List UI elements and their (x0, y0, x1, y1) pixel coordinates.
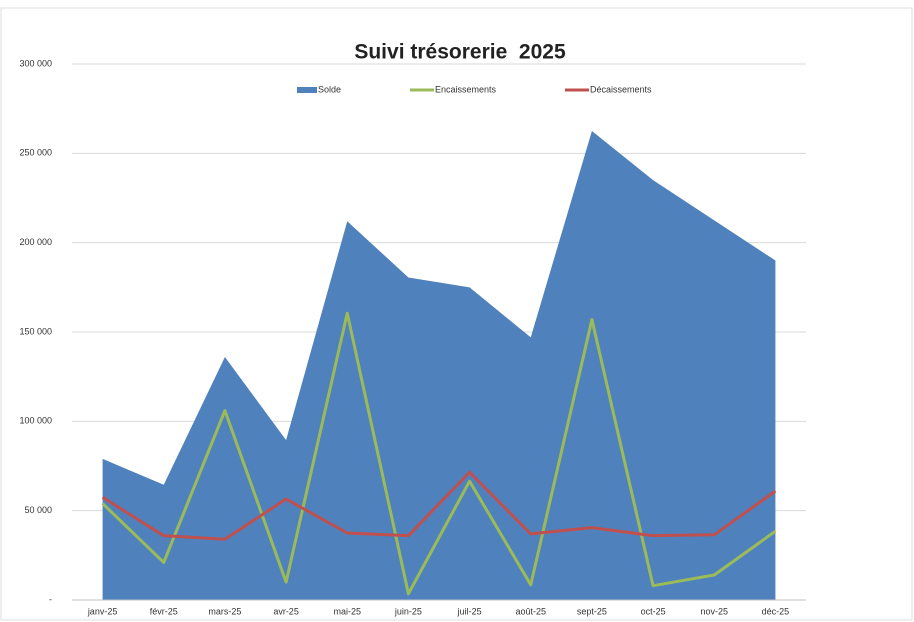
y-tick-label: 150 000 (19, 326, 52, 336)
y-tick-label: 200 000 (19, 237, 52, 247)
legend-label: Décaissements (590, 84, 652, 94)
x-tick-label: sept-25 (577, 606, 607, 616)
chart-title: Suivi trésorerie 2025 (354, 41, 566, 64)
x-tick-label: juil-25 (457, 606, 482, 616)
x-tick-label: nov-25 (700, 606, 728, 616)
legend-swatch (297, 87, 317, 93)
x-tick-label: juin-25 (394, 606, 422, 616)
y-tick-label: - (49, 594, 52, 604)
legend-label: Encaissements (435, 84, 497, 94)
x-tick-label: févr-25 (150, 606, 178, 616)
x-tick-label: oct-25 (641, 606, 666, 616)
legend-label: Solde (318, 84, 341, 94)
x-tick-label: mai-25 (333, 606, 361, 616)
x-tick-label: mars-25 (208, 606, 241, 616)
y-tick-label: 50 000 (24, 505, 52, 515)
y-tick-label: 250 000 (19, 148, 52, 158)
x-tick-label: avr-25 (273, 606, 299, 616)
line (101, 311, 777, 596)
x-tick-label: août-25 (515, 606, 546, 616)
line (101, 470, 777, 541)
y-tick-label: 300 000 (19, 58, 52, 68)
x-tick-label: déc-25 (762, 606, 790, 616)
x-tick-label: janv-25 (87, 606, 118, 616)
area (102, 131, 776, 600)
y-tick-label: 100 000 (19, 416, 52, 426)
